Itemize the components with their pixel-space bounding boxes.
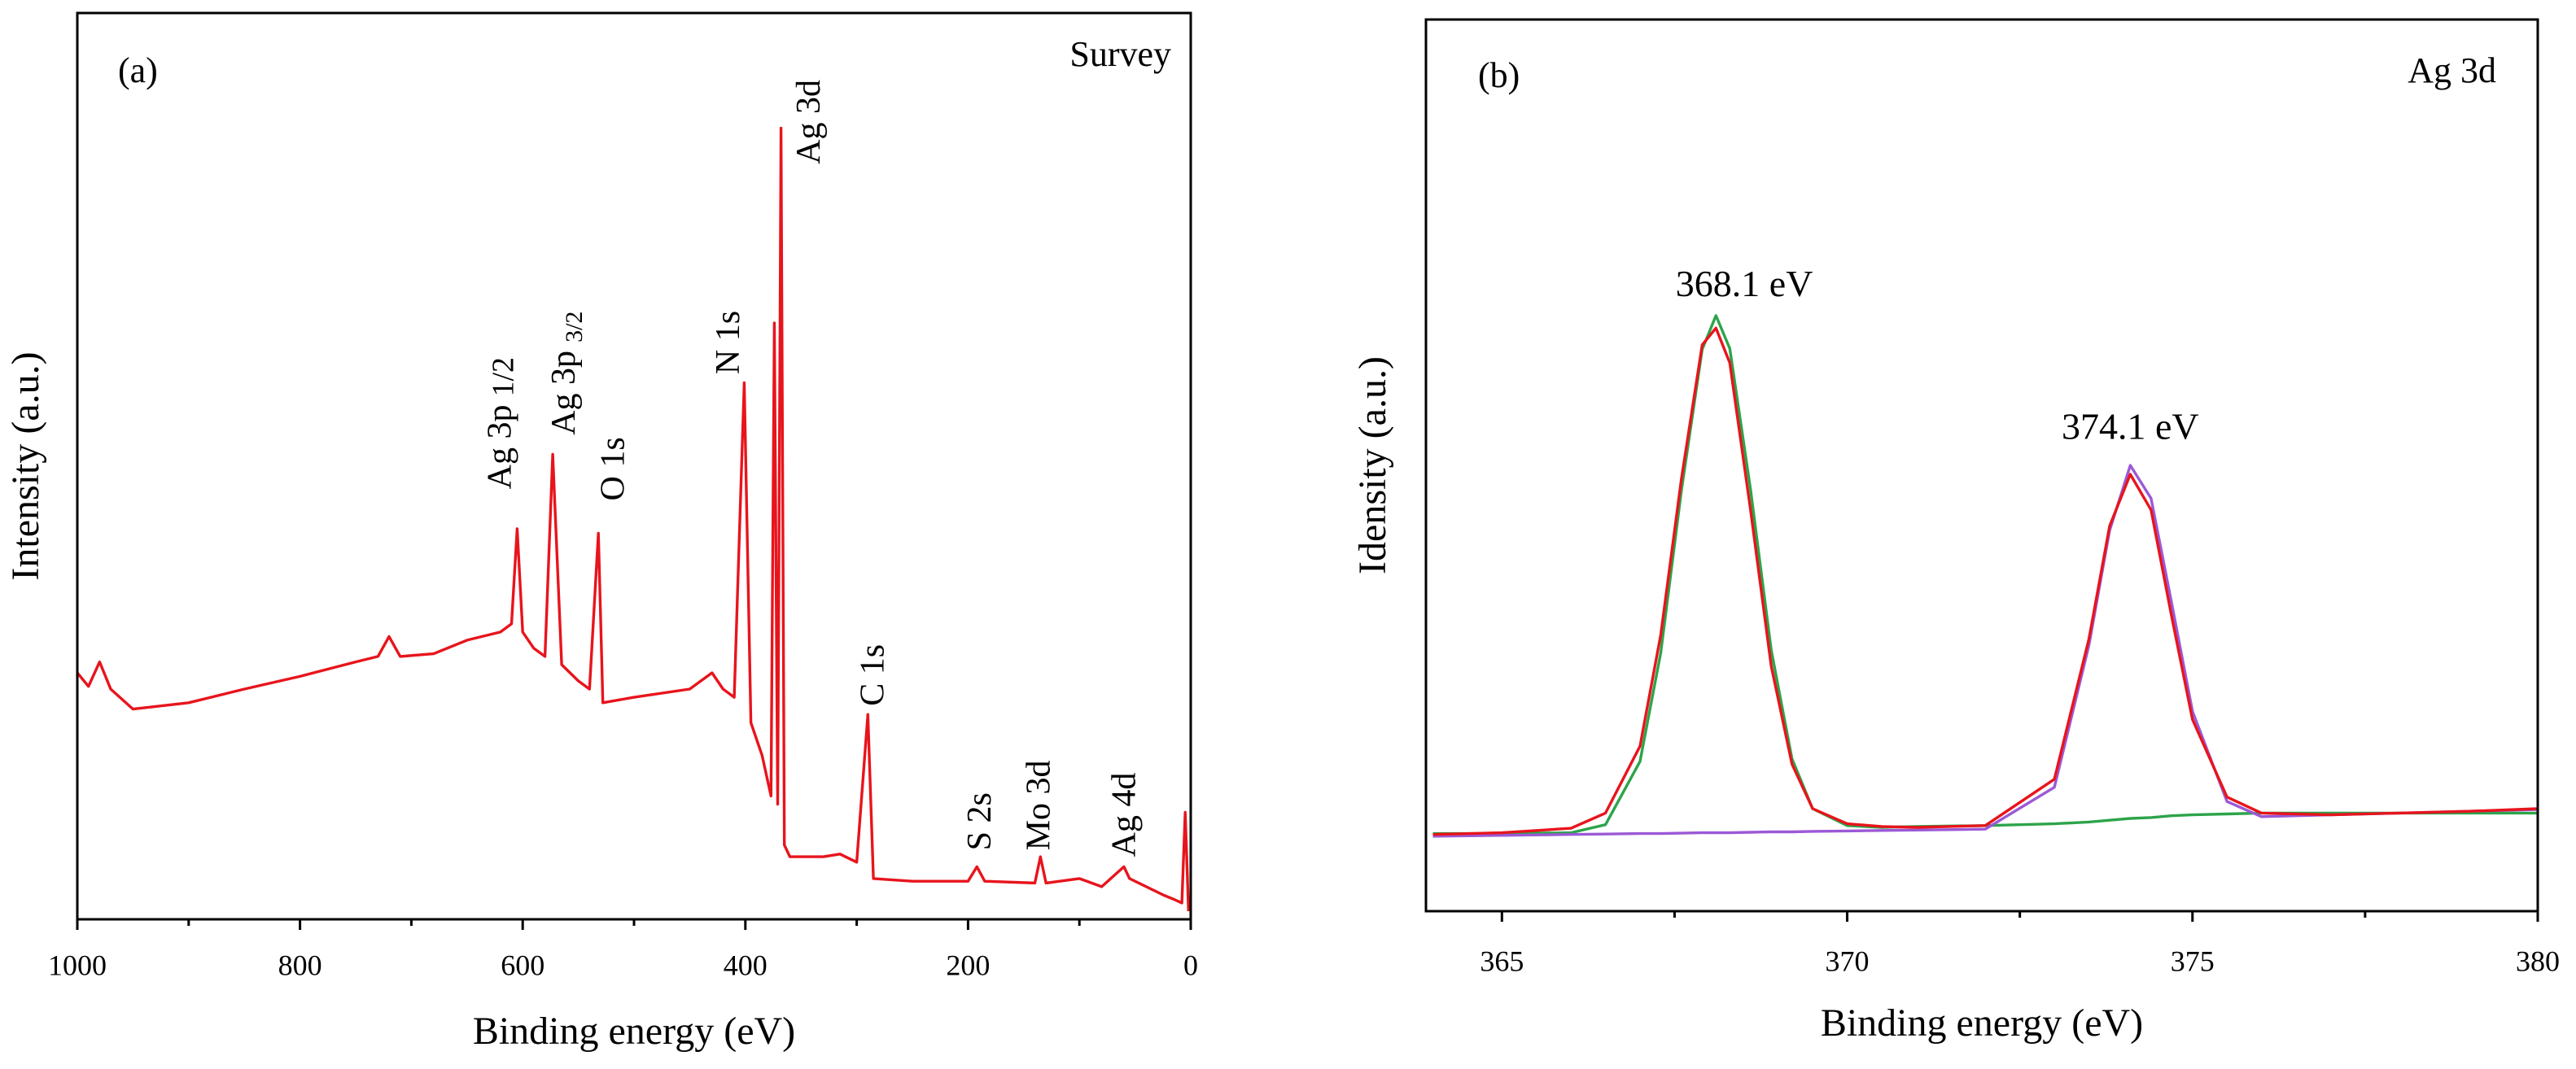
peak-label: 374.1 eV [2062,405,2199,447]
peak-label: Ag 3d [790,80,828,164]
x-axis-title: Binding energy (eV) [1821,1001,2143,1045]
peak-label-text: N 1s [710,311,747,374]
peak-label: O 1s [594,437,632,500]
spectrum-line [1432,464,2539,838]
x-tick-label: 200 [946,949,990,981]
y-axis-title: Idensity (a.u.) [1351,356,1394,574]
peak-label: C 1s [854,644,891,706]
peak-label-text: Ag 4d [1105,773,1143,857]
peak-label-text: 368.1 eV [1676,263,1813,304]
x-tick-label: 0 [1183,949,1198,981]
x-tick-label: 375 [2171,945,2215,977]
spectrum-line [76,126,1190,912]
peak-label-text: Ag 3d [790,80,828,164]
peak-label-text: Mo 3d [1020,760,1057,850]
panel: 365 370 375 380 Binding energy (eV) Idensity … [1351,18,2560,1045]
y-axis-title: Intensity (a.u.) [4,351,47,580]
x-tick-label: 600 [501,949,545,981]
peak-label: N 1s [710,311,747,374]
peak-label-text: S 2s [960,792,998,850]
panel-title: Ag 3d [2408,50,2496,90]
plot-frame [1424,18,2539,913]
peak-label-subscript: 3/2 [561,312,588,343]
x-tick-label: 800 [278,949,322,981]
peak-label-text: C 1s [854,644,891,706]
peak-label: Mo 3d [1020,760,1057,850]
x-tick-label: 380 [2516,945,2560,977]
x-tick-label: 370 [1826,945,1870,977]
spectrum-line [1432,314,2538,836]
x-tick-label: 1000 [48,949,107,981]
x-tick-label: 400 [724,949,768,981]
peak-label: Ag 3p 3/2 [545,312,588,435]
x-axis-title: Binding energy (eV) [473,1010,795,1053]
peak-label-text: O 1s [594,437,632,500]
panel-label: (b) [1478,55,1520,95]
peak-label: Ag 4d [1105,773,1143,857]
panel-label: (a) [118,50,158,90]
panel-title: Survey [1069,34,1171,74]
spectrum-line [1432,326,2539,836]
peak-label-text: Ag 3p [481,405,518,490]
peak-label: Ag 3p 1/2 [481,357,520,489]
peak-label-text: Ag 3p [545,351,583,435]
peak-label: S 2s [960,792,998,850]
x-tick-label: 365 [1480,945,1524,977]
panel: 1000 800 600 400 200 0 Binding energy (eV) Inte… [4,11,1198,1053]
peak-label-subscript: 1/2 [486,357,520,397]
peak-label-text: 374.1 eV [2062,405,2199,447]
peak-label: 368.1 eV [1676,263,1813,304]
